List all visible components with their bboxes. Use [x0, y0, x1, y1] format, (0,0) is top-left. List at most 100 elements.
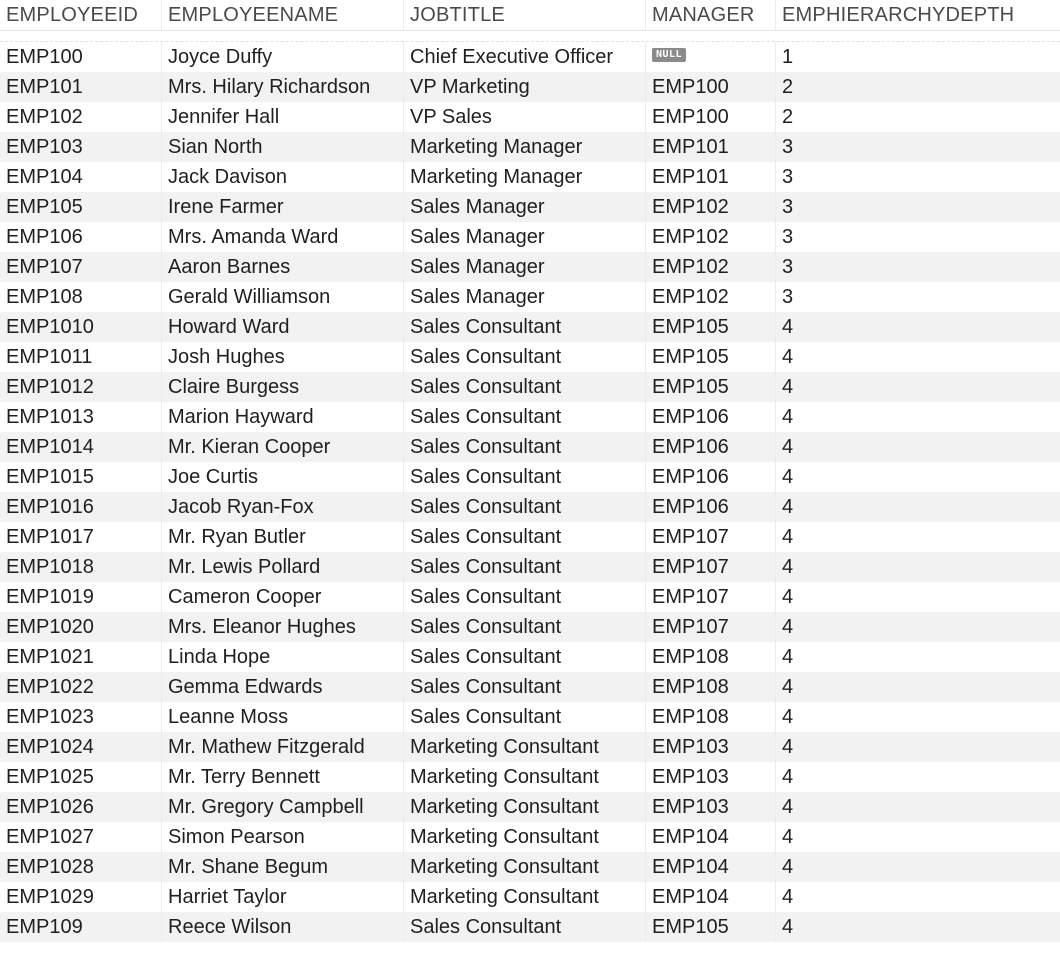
table-row[interactable]: EMP100 Joyce Duffy Chief Executive Officer…: [0, 42, 1060, 72]
cell-jobtitle[interactable]: Sales Manager: [404, 252, 646, 282]
table-row[interactable]: EMP1018 Mr. Lewis Pollard Sales Consultant…: [0, 552, 1060, 582]
cell-emphierarchydepth[interactable]: 4: [782, 586, 794, 608]
cell-manager[interactable]: EMP104: [646, 882, 776, 912]
cell-jobtitle[interactable]: Marketing Manager: [404, 132, 646, 162]
cell-employeename[interactable]: Simon Pearson: [162, 822, 404, 852]
cell-manager[interactable]: EMP106: [646, 492, 776, 522]
cell-employeeid[interactable]: EMP102: [0, 102, 162, 132]
table-row[interactable]: EMP1026 Mr. Gregory Campbell Marketing Con…: [0, 792, 1060, 822]
cell-manager[interactable]: EMP107: [646, 612, 776, 642]
cell-jobtitle[interactable]: Marketing Consultant: [404, 762, 646, 792]
cell-emphierarchydepth[interactable]: 4: [782, 676, 794, 698]
cell-jobtitle[interactable]: Sales Consultant: [404, 582, 646, 612]
table-row[interactable]: EMP1016 Jacob Ryan-Fox Sales Consultant EMP…: [0, 492, 1060, 522]
table-row[interactable]: EMP106 Mrs. Amanda Ward Sales Manager EMP10…: [0, 222, 1060, 252]
cell-emphierarchydepth[interactable]: 3: [782, 196, 794, 218]
cell-emphierarchydepth[interactable]: 4: [782, 796, 794, 818]
cell-employeename[interactable]: Josh Hughes: [162, 342, 404, 372]
cell-jobtitle[interactable]: Sales Consultant: [404, 372, 646, 402]
table-row[interactable]: EMP102 Jennifer Hall VP Sales EMP100 2: [0, 102, 1060, 132]
cell-employeeid[interactable]: EMP1022: [0, 672, 162, 702]
cell-employeename[interactable]: Leanne Moss: [162, 702, 404, 732]
cell-employeeid[interactable]: EMP1029: [0, 882, 162, 912]
cell-emphierarchydepth[interactable]: 4: [782, 556, 794, 578]
cell-employeeid[interactable]: EMP109: [0, 912, 162, 942]
cell-employeeid[interactable]: EMP1012: [0, 372, 162, 402]
cell-emphierarchydepth[interactable]: 4: [782, 736, 794, 758]
cell-jobtitle[interactable]: Sales Manager: [404, 282, 646, 312]
cell-jobtitle[interactable]: Marketing Consultant: [404, 792, 646, 822]
cell-employeeid[interactable]: EMP1026: [0, 792, 162, 822]
cell-employeename[interactable]: Reece Wilson: [162, 912, 404, 942]
cell-manager[interactable]: EMP104: [646, 822, 776, 852]
cell-emphierarchydepth[interactable]: 4: [782, 316, 794, 338]
cell-jobtitle[interactable]: Sales Consultant: [404, 612, 646, 642]
cell-employeename[interactable]: Gerald Williamson: [162, 282, 404, 312]
cell-manager[interactable]: EMP100: [646, 72, 776, 102]
table-row[interactable]: EMP1017 Mr. Ryan Butler Sales Consultant EM…: [0, 522, 1060, 552]
cell-employeeid[interactable]: EMP105: [0, 192, 162, 222]
cell-jobtitle[interactable]: Marketing Manager: [404, 162, 646, 192]
cell-emphierarchydepth[interactable]: 3: [782, 226, 794, 248]
cell-employeeid[interactable]: EMP1020: [0, 612, 162, 642]
cell-manager[interactable]: EMP108: [646, 642, 776, 672]
cell-jobtitle[interactable]: Sales Consultant: [404, 312, 646, 342]
cell-jobtitle[interactable]: Sales Consultant: [404, 552, 646, 582]
cell-employeeid[interactable]: EMP1014: [0, 432, 162, 462]
cell-emphierarchydepth[interactable]: 4: [782, 706, 794, 728]
table-row[interactable]: EMP1027 Simon Pearson Marketing Consultant…: [0, 822, 1060, 852]
cell-emphierarchydepth[interactable]: 4: [782, 496, 794, 518]
cell-employeeid[interactable]: EMP1017: [0, 522, 162, 552]
cell-manager[interactable]: EMP101: [646, 132, 776, 162]
cell-employeename[interactable]: Mr. Terry Bennett: [162, 762, 404, 792]
cell-jobtitle[interactable]: Sales Consultant: [404, 522, 646, 552]
cell-manager[interactable]: EMP105: [646, 372, 776, 402]
cell-employeeid[interactable]: EMP1027: [0, 822, 162, 852]
table-row[interactable]: EMP1013 Marion Hayward Sales Consultant EMP…: [0, 402, 1060, 432]
cell-employeeid[interactable]: EMP108: [0, 282, 162, 312]
cell-jobtitle[interactable]: Sales Consultant: [404, 672, 646, 702]
cell-manager[interactable]: EMP103: [646, 732, 776, 762]
cell-employeeid[interactable]: EMP1019: [0, 582, 162, 612]
cell-jobtitle[interactable]: Sales Consultant: [404, 702, 646, 732]
table-row[interactable]: EMP101 Mrs. Hilary Richardson VP Marketing…: [0, 72, 1060, 102]
cell-employeeid[interactable]: EMP1021: [0, 642, 162, 672]
cell-employeename[interactable]: Marion Hayward: [162, 402, 404, 432]
cell-jobtitle[interactable]: VP Marketing: [404, 72, 646, 102]
table-row[interactable]: EMP1025 Mr. Terry Bennett Marketing Consul…: [0, 762, 1060, 792]
cell-employeename[interactable]: Jacob Ryan-Fox: [162, 492, 404, 522]
table-row[interactable]: EMP1011 Josh Hughes Sales Consultant EMP105…: [0, 342, 1060, 372]
cell-employeeid[interactable]: EMP104: [0, 162, 162, 192]
cell-employeename[interactable]: Aaron Barnes: [162, 252, 404, 282]
table-row[interactable]: EMP1021 Linda Hope Sales Consultant EMP108 4: [0, 642, 1060, 672]
table-row[interactable]: EMP1020 Mrs. Eleanor Hughes Sales Consulta…: [0, 612, 1060, 642]
cell-jobtitle[interactable]: Sales Consultant: [404, 462, 646, 492]
cell-emphierarchydepth[interactable]: 4: [782, 766, 794, 788]
table-row[interactable]: EMP103 Sian North Marketing Manager EMP101 3: [0, 132, 1060, 162]
cell-employeename[interactable]: Irene Farmer: [162, 192, 404, 222]
cell-jobtitle[interactable]: Sales Manager: [404, 192, 646, 222]
cell-employeeid[interactable]: EMP1011: [0, 342, 162, 372]
cell-manager[interactable]: EMP106: [646, 402, 776, 432]
table-row[interactable]: EMP1029 Harriet Taylor Marketing Consultan…: [0, 882, 1060, 912]
cell-manager[interactable]: EMP101: [646, 162, 776, 192]
cell-employeename[interactable]: Mrs. Eleanor Hughes: [162, 612, 404, 642]
table-row[interactable]: EMP1014 Mr. Kieran Cooper Sales Consultant…: [0, 432, 1060, 462]
table-row[interactable]: EMP1022 Gemma Edwards Sales Consultant EMP1…: [0, 672, 1060, 702]
cell-employeeid[interactable]: EMP1024: [0, 732, 162, 762]
cell-emphierarchydepth[interactable]: 4: [782, 886, 794, 908]
cell-emphierarchydepth[interactable]: 4: [782, 436, 794, 458]
table-row[interactable]: EMP105 Irene Farmer Sales Manager EMP102 3: [0, 192, 1060, 222]
cell-employeeid[interactable]: EMP1010: [0, 312, 162, 342]
cell-employeename[interactable]: Jack Davison: [162, 162, 404, 192]
cell-employeeid[interactable]: EMP107: [0, 252, 162, 282]
cell-jobtitle[interactable]: Sales Consultant: [404, 642, 646, 672]
cell-manager[interactable]: EMP102: [646, 252, 776, 282]
table-row[interactable]: EMP1012 Claire Burgess Sales Consultant EMP…: [0, 372, 1060, 402]
table-row[interactable]: EMP1019 Cameron Cooper Sales Consultant EMP…: [0, 582, 1060, 612]
cell-employeeid[interactable]: EMP100: [0, 42, 162, 72]
cell-emphierarchydepth[interactable]: 3: [782, 166, 794, 188]
cell-emphierarchydepth[interactable]: 4: [782, 646, 794, 668]
cell-employeename[interactable]: Claire Burgess: [162, 372, 404, 402]
cell-employeename[interactable]: Jennifer Hall: [162, 102, 404, 132]
